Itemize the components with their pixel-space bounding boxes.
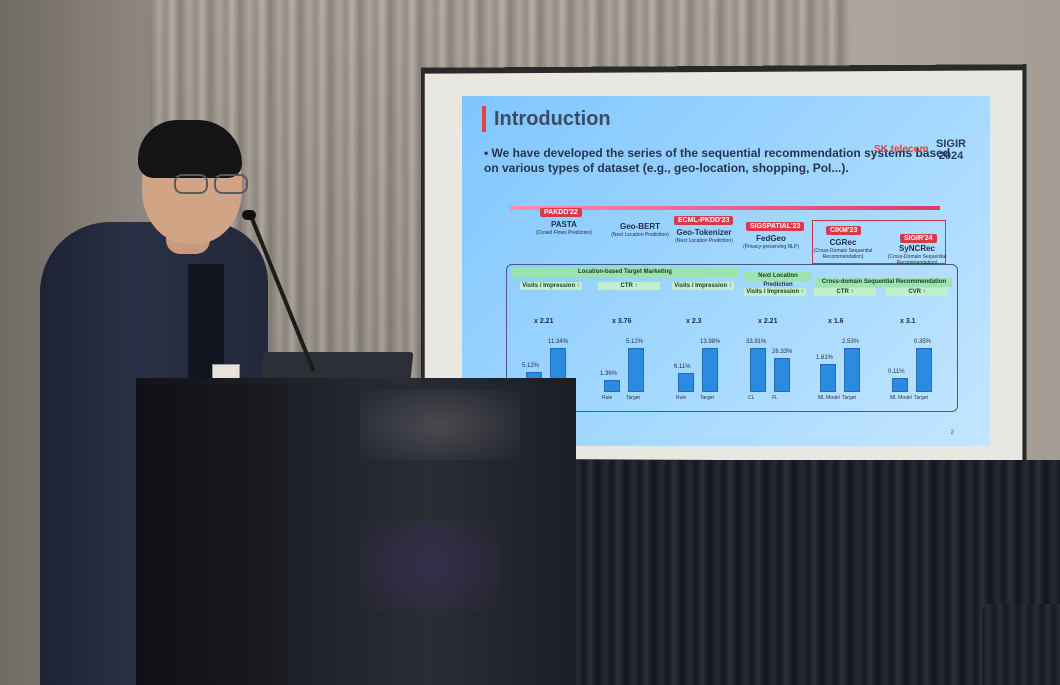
axis-label: Rule <box>676 395 687 401</box>
page-number: 2 <box>950 430 954 436</box>
title-accent-bar <box>482 106 486 132</box>
section-band: Location-based Target Marketing <box>512 268 738 277</box>
metric-label: CTR ↑ <box>598 282 660 290</box>
section-band: Cross-domain Sequential Recommendation <box>816 278 952 287</box>
microphone-icon <box>242 210 256 220</box>
value-label: 0.11% <box>888 369 905 376</box>
value-label: 26.33% <box>772 348 793 355</box>
slide-title: Introduction <box>494 108 611 130</box>
bar-baseline <box>892 378 908 392</box>
model-subtitle: (Privacy-preserving NLP) <box>743 244 799 250</box>
model-subtitle: (Next Location Prediction) <box>611 232 669 238</box>
value-label: 5.12% <box>522 363 540 370</box>
bar-target <box>774 357 790 392</box>
podium-reflection <box>360 520 500 610</box>
venue-tag: PAKDD'22 <box>540 208 582 217</box>
axis-label: ML Model <box>818 395 840 401</box>
metric-label: Visits / Impression ↑ <box>520 282 582 290</box>
axis-label: FL <box>772 395 778 401</box>
axis-label: CL <box>748 395 755 401</box>
sigir-logo-line2: 2024 <box>938 150 964 162</box>
axis-label: Target <box>700 395 714 401</box>
bar-target <box>628 348 644 392</box>
venue-tag: ECML-PKDD'23 <box>674 216 734 225</box>
multiplier-label: x 3.76 <box>612 318 632 325</box>
round-table <box>982 604 1060 685</box>
sk-telecom-logo: SK telecom <box>874 144 929 155</box>
bar-baseline <box>750 348 766 392</box>
presenter-hair <box>138 120 242 178</box>
model-subtitle: (Cross-Domain Sequential Recommendation) <box>887 254 947 266</box>
multiplier-label: x 2.3 <box>686 318 702 325</box>
axis-label: Target <box>626 395 640 401</box>
podium-front <box>288 384 576 685</box>
value-label: 11.34% <box>548 339 568 345</box>
metric-label: CTR ↑ <box>814 288 876 296</box>
metric-label: Visits / Impression ↑ <box>672 282 734 290</box>
model-name: Geo-Tokenizer <box>676 228 732 237</box>
axis-label: Rule <box>602 395 613 401</box>
multiplier-label: x 3.1 <box>900 318 916 325</box>
bullet-text: We have developed the series of the sequ… <box>484 146 951 175</box>
model-name: FedGeo <box>756 234 786 243</box>
model-subtitle: (Crowd Flows Prediction) <box>536 230 592 236</box>
bar-target <box>844 348 860 392</box>
podium-glare <box>360 390 520 460</box>
tablecloth <box>570 460 1060 685</box>
slide-bullet: • We have developed the series of the se… <box>484 146 951 175</box>
glasses <box>174 174 254 196</box>
value-label: 6.11% <box>674 363 691 370</box>
laptop <box>260 352 414 380</box>
model-name: PASTA <box>551 220 577 229</box>
value-label: 33.91% <box>746 339 767 345</box>
podium-side <box>136 384 288 685</box>
cikm-sigir-box <box>812 220 946 264</box>
venue-tag: SIGIR'24 <box>900 234 937 243</box>
bar-target <box>916 348 932 392</box>
results-panel <box>506 264 958 412</box>
value-label: 1.61% <box>816 355 834 361</box>
multiplier-label: x 2.21 <box>758 318 778 325</box>
axis-label: ML Model <box>890 395 912 401</box>
multiplier-label: x 1.6 <box>828 318 844 325</box>
axis-label: Target <box>914 395 928 401</box>
metric-label: CVR ↑ <box>886 288 948 296</box>
multiplier-label: x 2.21 <box>534 318 554 325</box>
bar-baseline <box>604 380 620 392</box>
value-label: 2.53% <box>842 339 860 345</box>
model-subtitle: (Next Location Prediction) <box>675 238 733 244</box>
model-name: CGRec <box>829 238 857 247</box>
venue-tag: SIGSPATIAL'23 <box>746 222 805 231</box>
value-label: 0.35% <box>914 339 932 345</box>
section-band: Next Location Prediction <box>744 272 812 288</box>
sigir-logo: SIGIR 2024 <box>936 138 966 162</box>
value-label: 5.12% <box>626 339 644 345</box>
timeline-arrow <box>510 206 940 210</box>
sigir-logo-line1: SIGIR <box>936 138 966 150</box>
metric-label: Visits / Impression ↑ <box>744 288 806 296</box>
value-label: 13.98% <box>700 339 721 345</box>
venue-tag: CIKM'23 <box>826 226 862 235</box>
model-name: SyNCRec <box>898 244 935 253</box>
value-label: 1.36% <box>600 371 618 378</box>
model-subtitle: (Cross-Domain Sequential Recommendation) <box>813 248 873 260</box>
bar-baseline <box>678 372 694 392</box>
bar-target <box>702 348 718 392</box>
axis-label: Target <box>842 395 856 401</box>
bar-baseline <box>820 364 836 392</box>
model-name: Geo-BERT <box>620 222 660 231</box>
